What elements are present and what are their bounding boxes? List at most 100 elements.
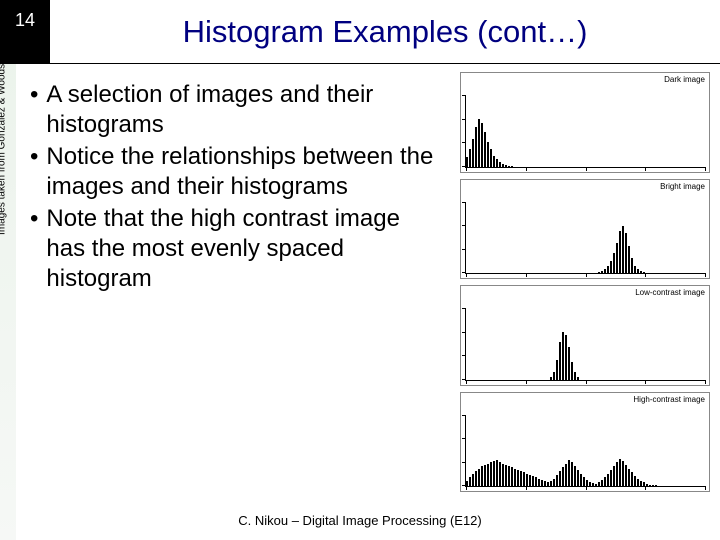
histogram-bar: [631, 472, 633, 486]
histogram-bar: [535, 477, 537, 486]
histogram-bar: [607, 474, 609, 486]
histogram-bar: [568, 347, 570, 379]
histogram-chart: [465, 96, 705, 168]
histogram-bar: [505, 465, 507, 486]
histogram-bar: [613, 253, 615, 273]
histogram-label: Dark image: [664, 75, 705, 84]
slide-number: 14: [15, 10, 35, 31]
histogram-bar: [610, 261, 612, 273]
histogram-bar: [574, 466, 576, 486]
histogram-bar: [508, 166, 510, 167]
histogram-bar: [556, 360, 558, 380]
histogram-bar: [505, 165, 507, 167]
histogram-bar: [628, 246, 630, 273]
bullet-text: Notice the relationships between the ima…: [46, 142, 440, 202]
histogram-bar: [634, 266, 636, 273]
histogram-bar: [475, 471, 477, 486]
histogram-bar: [544, 481, 546, 486]
histogram-bar: [478, 469, 480, 486]
histogram-bar: [466, 157, 468, 167]
histogram-bar: [472, 139, 474, 166]
histogram-bar: [502, 164, 504, 167]
histogram-bar: [574, 372, 576, 379]
histogram-bar: [520, 471, 522, 486]
histogram-bar: [541, 480, 543, 486]
histogram-bar: [553, 479, 555, 486]
histogram-bar: [625, 465, 627, 486]
histogram-bar: [640, 481, 642, 486]
histogram-bar: [622, 226, 624, 273]
histogram-bar: [493, 461, 495, 486]
histogram-bar: [616, 243, 618, 273]
histogram-bar: [493, 156, 495, 167]
histogram-bar: [595, 484, 597, 486]
histogram-bar: [562, 332, 564, 379]
histogram-bar: [484, 132, 486, 167]
histogram-bar: [487, 142, 489, 167]
histogram-bar: [532, 476, 534, 486]
histogram-bar: [490, 149, 492, 166]
histogram-bar: [598, 272, 600, 273]
histogram-bar: [547, 482, 549, 486]
histogram-bar: [622, 461, 624, 486]
histogram-bar: [523, 472, 525, 486]
histogram-bar: [637, 269, 639, 273]
slide-number-box: 14: [0, 0, 50, 64]
histogram-chart: [465, 202, 705, 274]
content-area: • A selection of images and their histog…: [30, 80, 440, 296]
histogram-bar: [577, 377, 579, 379]
histogram-bar: [562, 467, 564, 486]
histogram-bar: [619, 231, 621, 273]
histogram-bar: [655, 485, 657, 486]
histogram-bar: [610, 470, 612, 486]
histogram-dark: Dark image: [460, 72, 710, 173]
histogram-bar: [508, 466, 510, 486]
histogram-bar: [559, 471, 561, 486]
histogram-bar: [598, 482, 600, 486]
histogram-bar: [607, 266, 609, 273]
histogram-bar: [556, 475, 558, 486]
histogram-bar: [472, 474, 474, 486]
histogram-bar: [529, 475, 531, 486]
histogram-bar: [571, 362, 573, 379]
histogram-bright: Bright image: [460, 179, 710, 280]
histogram-bar: [565, 464, 567, 486]
slide-title: Histogram Examples (cont…): [183, 14, 588, 50]
bullet-marker: •: [30, 204, 38, 294]
histogram-bar: [640, 271, 642, 273]
histogram-panel: Dark image Bright image Low-contrast ima…: [460, 72, 710, 492]
histogram-label: Low-contrast image: [635, 288, 705, 297]
histogram-bar: [478, 119, 480, 166]
histogram-bar: [511, 467, 513, 486]
histogram-bar: [499, 162, 501, 167]
histogram-bar: [514, 469, 516, 486]
histogram-bar: [559, 342, 561, 379]
histogram-bar: [652, 485, 654, 486]
histogram-bar: [496, 460, 498, 486]
histogram-bar: [592, 483, 594, 486]
sidebar-attribution: Images taken from Gonzalez & Woods, Digi…: [0, 0, 8, 296]
histogram-bar: [481, 123, 483, 167]
histogram-bar: [553, 372, 555, 379]
histogram-bar: [580, 474, 582, 486]
histogram-chart: [465, 415, 705, 487]
histogram-label: Bright image: [660, 182, 705, 191]
bullet-text: A selection of images and their histogra…: [46, 80, 440, 140]
histogram-bar: [613, 466, 615, 486]
histogram-bar: [625, 233, 627, 273]
footer-text: C. Nikou – Digital Image Processing (E12…: [238, 513, 482, 528]
histogram-bar: [484, 465, 486, 486]
slide-footer: C. Nikou – Digital Image Processing (E12…: [0, 513, 720, 528]
bullet-item: • Note that the high contrast image has …: [30, 204, 440, 294]
histogram-bar: [550, 377, 552, 379]
histogram-bar: [565, 335, 567, 380]
histogram-bar: [499, 462, 501, 486]
histogram-bar: [481, 466, 483, 486]
bullet-marker: •: [30, 142, 38, 202]
histogram-bar: [604, 477, 606, 486]
histogram-bar: [502, 464, 504, 486]
histogram-bar: [577, 470, 579, 486]
histogram-bar: [637, 479, 639, 486]
histogram-bar: [571, 462, 573, 486]
histogram-bar: [619, 459, 621, 486]
